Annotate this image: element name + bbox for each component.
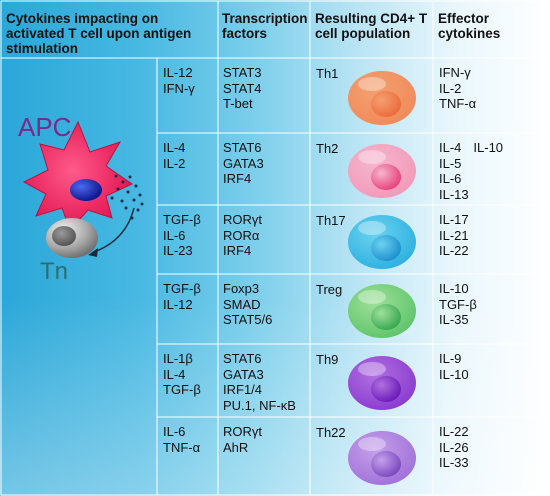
inducing-cytokines-cell: IL-6 TNF-α — [163, 424, 200, 455]
effector-cytokines-cell: IL-9 IL-10 — [439, 351, 469, 382]
effector-cytokine: IL-26 — [439, 439, 469, 455]
transcription-factors-cell: RORγt RORα IRF4 — [223, 212, 262, 259]
header-transcription-factors: Transcription factors — [222, 11, 308, 41]
effector-cytokine: TNF-α — [439, 96, 477, 111]
inducing-cytokine: IFN-γ — [163, 80, 195, 96]
effector-cytokine: IL-22 — [439, 424, 469, 439]
apc-cell — [22, 120, 134, 231]
apc-nucleus — [70, 179, 102, 201]
effector-cytokine: IL-10 — [439, 281, 469, 296]
transcription-factor: RORγt — [223, 212, 262, 227]
inducing-cytokine: IL-23 — [163, 243, 193, 258]
inducing-cytokine: TGF-β — [163, 382, 201, 397]
effector-cytokine: IL-13 — [439, 186, 469, 202]
effector-cytokine: IFN-γ — [439, 65, 471, 80]
inducing-cytokine: IL-4 — [163, 140, 186, 155]
cytokine-dots — [110, 174, 144, 220]
inducing-cytokine: IL-4 — [163, 366, 186, 382]
header-inducing-cytokines: Cytokines impacting on activated T cell … — [6, 11, 192, 56]
population-label: Th9 — [316, 352, 339, 367]
effector-cytokines-cell: IL-22 IL-26 IL-33 — [439, 424, 469, 471]
effector-cytokine: IL-22 — [439, 243, 469, 258]
cd4-cell-icon — [348, 214, 416, 269]
transcription-factor: STAT4 — [223, 80, 262, 96]
transcription-factors-cell: STAT6 GATA3 IRF4 — [223, 140, 264, 187]
inducing-cytokine: IL-6 — [163, 424, 186, 439]
transcription-factors-cell: STAT3 STAT4 T-bet — [223, 65, 262, 112]
effector-cytokine: IL-2 — [439, 80, 462, 96]
transcription-factor: GATA3 — [223, 155, 264, 171]
inducing-cytokines-cell: TGF-β IL-12 — [163, 281, 201, 312]
transcription-factor: Foxp3 — [223, 281, 260, 296]
transcription-factor: GATA3 — [223, 366, 264, 382]
effector-cytokine: IL-5 — [439, 155, 462, 171]
inducing-cytokines-cell: IL-1β IL-4 TGF-β — [163, 351, 201, 398]
transcription-factors-cell: Foxp3 SMAD STAT5/6 — [223, 281, 272, 328]
cd4-cell-icon — [348, 284, 416, 338]
transcription-factor: PU.1, NF-κB — [223, 397, 296, 413]
transcription-factor: SMAD — [223, 296, 261, 312]
transcription-factor: IRF4 — [223, 171, 252, 186]
inducing-cytokines-cell: IL-4 IL-2 — [163, 140, 185, 171]
inducing-cytokine: IL-2 — [163, 155, 186, 171]
transcription-factor: RORα — [223, 227, 260, 243]
apc-label: APC — [18, 112, 72, 142]
header-cd4-population: Resulting CD4+ T cell population — [315, 11, 428, 41]
transcription-factor: RORγt — [223, 424, 262, 439]
effector-cytokine: IL-10 — [473, 140, 504, 155]
effector-cytokine: IL-17 — [439, 212, 469, 227]
transcription-factor: STAT6 — [223, 351, 262, 366]
effector-cytokines-cell: IL-10 TGF-β IL-35 — [439, 281, 477, 328]
effector-cytokines-cell: IL-17 IL-21 IL-22 — [439, 212, 469, 259]
effector-cytokine: TGF-β — [439, 296, 477, 312]
effector-cytokines-cell: IFN-γ IL-2 TNF-α — [439, 65, 476, 112]
transcription-factor: IRF1/4 — [223, 382, 263, 397]
effector-cytokine: IL-9 — [439, 351, 462, 366]
effector-cytokine: IL-6 — [439, 171, 462, 186]
tn-label: Tn — [40, 258, 69, 285]
effector-cytokine: IL-21 — [439, 227, 469, 243]
transcription-factor: T-bet — [223, 96, 253, 111]
differentiation-arrow — [93, 207, 135, 253]
population-label: Th2 — [316, 141, 339, 156]
transcription-factors-cell: STAT6 GATA3 IRF1/4 PU.1, NF-κB — [223, 351, 296, 413]
inducing-cytokine: TGF-β — [163, 281, 201, 296]
inducing-cytokine: IL-12 — [163, 296, 193, 312]
inducing-cytokine: IL-12 — [163, 65, 193, 80]
transcription-factors-cell: RORγt AhR — [223, 424, 262, 455]
transcription-factor: IRF4 — [223, 243, 252, 258]
effector-cytokine: IL-10 — [439, 366, 469, 382]
apc-tn-illustration — [22, 120, 144, 258]
cd4-cell-icon — [348, 355, 416, 410]
effector-cytokine: IL-4 — [439, 140, 462, 155]
cd4-cell-icon — [348, 70, 416, 125]
population-label: Th1 — [316, 66, 339, 81]
transcription-factor: STAT5/6 — [223, 312, 273, 327]
inducing-cytokines-cell: TGF-β IL-6 IL-23 — [163, 212, 201, 259]
population-label: Th17 — [316, 213, 346, 228]
population-label: Treg — [316, 282, 343, 297]
header-effector-cytokines: Effector cytokines — [438, 11, 501, 41]
inducing-cytokine: TGF-β — [163, 212, 201, 227]
cd4-cell-icon — [348, 144, 416, 198]
effector-cytokines-cell: IL-4 IL-10 IL-5 IL-6 IL-13 — [439, 140, 503, 202]
transcription-factor: STAT3 — [223, 65, 262, 80]
inducing-cytokine: TNF-α — [163, 439, 201, 455]
transcription-factor: AhR — [223, 439, 249, 455]
inducing-cytokine: IL-1β — [163, 351, 193, 366]
population-label: Th22 — [316, 425, 346, 440]
inducing-cytokines-cell: IL-12 IFN-γ — [163, 65, 195, 96]
transcription-factor: STAT6 — [223, 140, 262, 155]
cd4-cell-icon — [348, 431, 416, 485]
effector-cytokine: IL-33 — [439, 455, 469, 470]
inducing-cytokine: IL-6 — [163, 227, 186, 243]
effector-cytokine: IL-35 — [439, 312, 469, 327]
